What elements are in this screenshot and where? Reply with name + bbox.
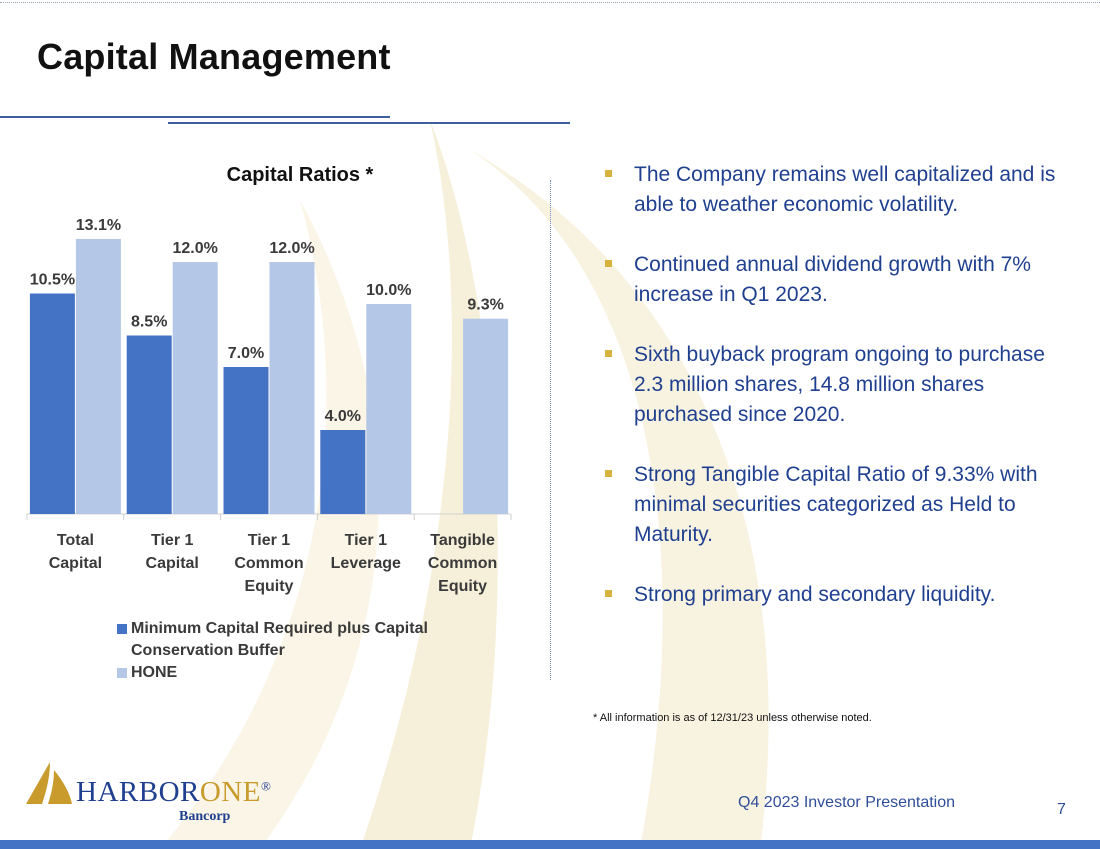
bar-minimum	[223, 367, 269, 514]
bar-data-label: 12.0%	[269, 240, 314, 257]
category-label-line: Capital	[146, 555, 199, 572]
column-divider	[550, 180, 551, 680]
logo-subtitle: Bancorp	[179, 809, 231, 824]
harborone-logo: HARBORONE® Bancorp	[24, 760, 284, 830]
title-underline-secondary	[168, 122, 570, 124]
bullet-text: Sixth buyback program ongoing to purchas…	[634, 343, 1045, 426]
bar-hone	[269, 262, 315, 514]
bullet-text: Strong Tangible Capital Ratio of 9.33% w…	[634, 463, 1038, 546]
top-dotted-border	[0, 2, 1100, 3]
bullet-square-icon	[605, 470, 612, 477]
footnote: * All information is as of 12/31/23 unle…	[593, 712, 872, 724]
category-label-line: Total	[57, 532, 94, 549]
bar-data-label: 7.0%	[228, 345, 264, 362]
bullet-item: Strong Tangible Capital Ratio of 9.33% w…	[605, 460, 1075, 550]
bullet-item: Sixth buyback program ongoing to purchas…	[605, 340, 1075, 430]
bullet-square-icon	[605, 260, 612, 267]
bullet-text: Continued annual dividend growth with 7%…	[634, 253, 1031, 306]
chart-title: Capital Ratios *	[226, 164, 374, 186]
bar-data-label: 13.1%	[76, 217, 121, 234]
sail-logo-icon	[26, 762, 72, 804]
bar-data-label: 9.3%	[467, 297, 503, 314]
bar-hone	[172, 262, 218, 514]
category-label-line: Common	[234, 555, 303, 572]
category-label: Tier 1 Common Equity	[234, 532, 303, 595]
chart-legend: Minimum Capital Required plus Capital Co…	[117, 618, 497, 684]
category-label-line: Tier 1	[345, 532, 388, 549]
title-underline	[0, 116, 390, 118]
category-label: Tier 1 Leverage	[331, 532, 401, 572]
category-label-line: Tier 1	[151, 532, 194, 549]
category-label-line: Leverage	[331, 555, 401, 572]
bar-data-label: 10.5%	[30, 272, 75, 289]
category-label-line: Tier 1	[248, 532, 291, 549]
bullet-item: Continued annual dividend growth with 7%…	[605, 250, 1075, 310]
page-number: 7	[1057, 801, 1066, 818]
bar-data-label: 10.0%	[366, 282, 411, 299]
category-label-line: Equity	[438, 578, 487, 595]
bar-hone	[75, 238, 121, 514]
bullet-square-icon	[605, 170, 612, 177]
bullet-square-icon	[605, 590, 612, 597]
bullet-text: Strong primary and secondary liquidity.	[634, 583, 996, 606]
bar-minimum	[320, 430, 366, 514]
bottom-bar	[0, 840, 1100, 849]
bar-minimum	[126, 335, 172, 514]
footer-label: Q4 2023 Investor Presentation	[738, 794, 956, 811]
category-label-line: Equity	[245, 578, 294, 595]
highlights-list: The Company remains well capitalized and…	[605, 160, 1075, 640]
category-label-line: Capital	[49, 555, 102, 572]
category-label: Tier 1 Capital	[146, 532, 199, 572]
logo-harbor: HARBOR	[76, 776, 200, 808]
bullet-item: The Company remains well capitalized and…	[605, 160, 1075, 220]
bar-data-label: 12.0%	[173, 240, 218, 257]
bar-hone	[463, 318, 509, 514]
category-label: Tangible Common Equity	[428, 532, 497, 595]
category-label-line: Common	[428, 555, 497, 572]
logo-wordmark: HARBORONE®	[76, 776, 271, 809]
logo-one: ONE	[199, 776, 261, 808]
bar-data-label: 4.0%	[325, 408, 361, 425]
bullet-square-icon	[605, 350, 612, 357]
legend-label-minimum: Minimum Capital Required plus Capital Co…	[131, 620, 428, 659]
bar-data-label: 8.5%	[131, 314, 167, 331]
category-label: Total Capital	[49, 532, 102, 572]
category-label-line: Tangible	[430, 532, 495, 549]
page-title: Capital Management	[37, 36, 391, 77]
bullet-item: Strong primary and secondary liquidity.	[605, 580, 1075, 610]
bar-hone	[366, 304, 412, 514]
legend-item-minimum: Minimum Capital Required plus Capital Co…	[117, 618, 497, 662]
bullet-text: The Company remains well capitalized and…	[634, 163, 1056, 216]
legend-swatch-hone	[117, 668, 127, 678]
legend-item-hone: HONE	[117, 662, 497, 684]
legend-label-hone: HONE	[131, 664, 178, 681]
logo-registered: ®	[260, 778, 272, 794]
legend-swatch-minimum	[117, 624, 127, 634]
bar-minimum	[29, 293, 75, 514]
